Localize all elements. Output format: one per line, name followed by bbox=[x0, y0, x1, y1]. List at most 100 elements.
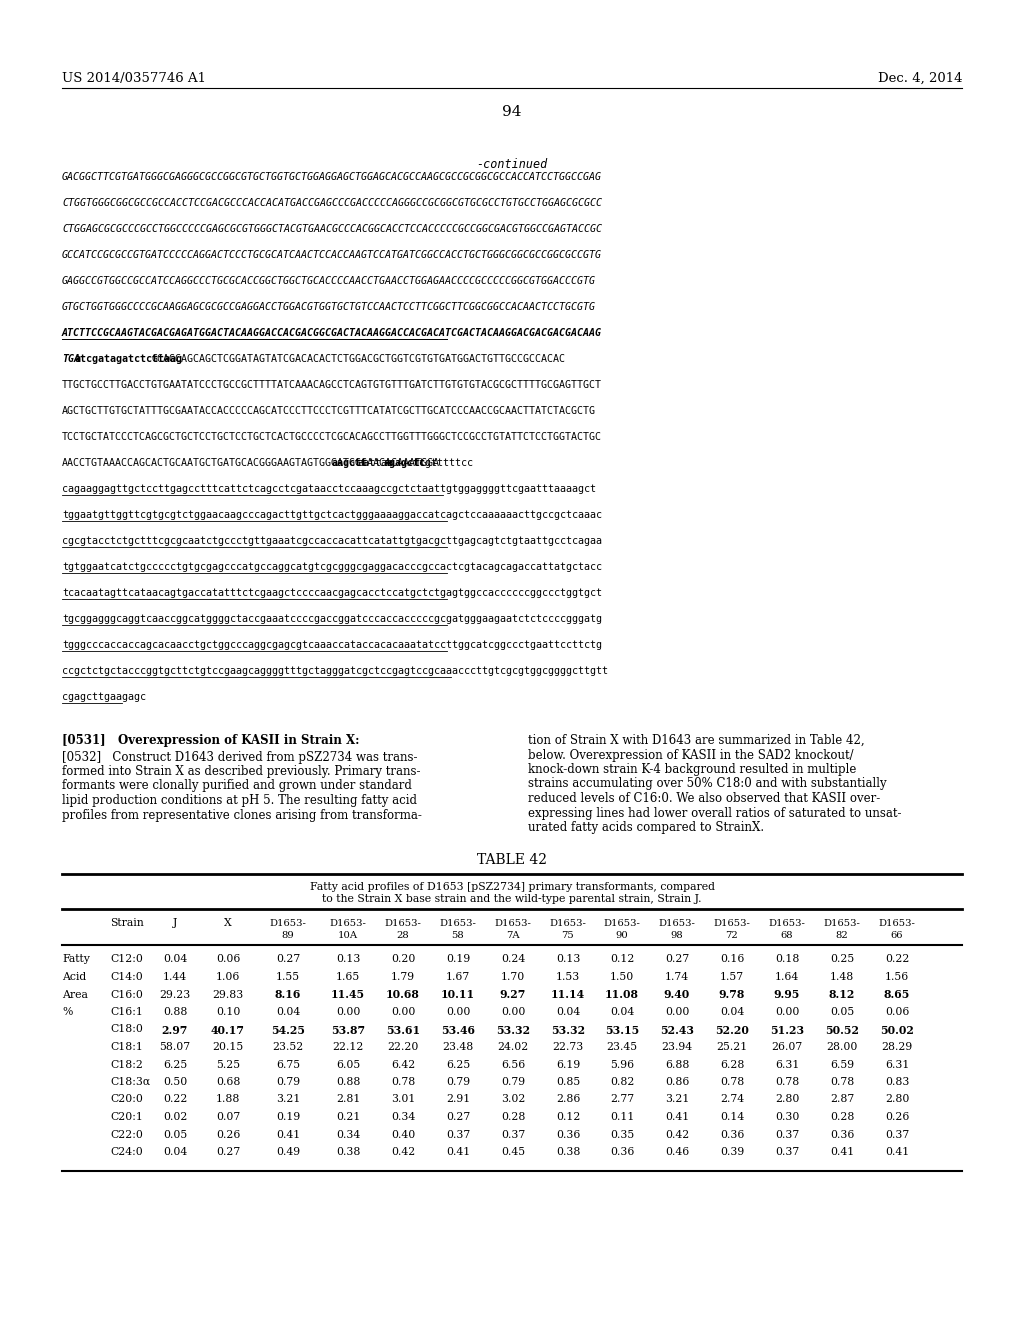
Text: 72: 72 bbox=[726, 931, 738, 940]
Text: 0.26: 0.26 bbox=[216, 1130, 241, 1139]
Text: 28.00: 28.00 bbox=[826, 1041, 858, 1052]
Text: 0.28: 0.28 bbox=[501, 1111, 525, 1122]
Text: 68: 68 bbox=[780, 931, 794, 940]
Text: 0.38: 0.38 bbox=[336, 1147, 360, 1158]
Text: 0.02: 0.02 bbox=[163, 1111, 187, 1122]
Text: 2.91: 2.91 bbox=[445, 1094, 470, 1105]
Text: US 2014/0357746 A1: US 2014/0357746 A1 bbox=[62, 73, 206, 84]
Text: C16:0: C16:0 bbox=[110, 990, 143, 999]
Text: 10.11: 10.11 bbox=[441, 990, 475, 1001]
Text: 0.41: 0.41 bbox=[275, 1130, 300, 1139]
Text: 0.86: 0.86 bbox=[665, 1077, 689, 1086]
Text: 6.25: 6.25 bbox=[445, 1060, 470, 1069]
Text: 23.52: 23.52 bbox=[272, 1041, 304, 1052]
Text: 2.77: 2.77 bbox=[610, 1094, 634, 1105]
Text: lipid production conditions at pH 5. The resulting fatty acid: lipid production conditions at pH 5. The… bbox=[62, 795, 417, 807]
Text: 29.83: 29.83 bbox=[212, 990, 244, 999]
Text: 0.88: 0.88 bbox=[163, 1007, 187, 1016]
Text: 0.34: 0.34 bbox=[336, 1130, 360, 1139]
Text: 94: 94 bbox=[502, 106, 522, 119]
Text: 0.27: 0.27 bbox=[445, 1111, 470, 1122]
Text: 53.61: 53.61 bbox=[386, 1024, 420, 1035]
Text: below. Overexpression of KASII in the SAD2 knockout/: below. Overexpression of KASII in the SA… bbox=[528, 748, 854, 762]
Text: Fatty: Fatty bbox=[62, 954, 90, 965]
Text: 0.00: 0.00 bbox=[336, 1007, 360, 1016]
Text: 23.48: 23.48 bbox=[442, 1041, 474, 1052]
Text: 0.35: 0.35 bbox=[610, 1130, 634, 1139]
Text: 25.21: 25.21 bbox=[717, 1041, 748, 1052]
Text: 1.64: 1.64 bbox=[775, 972, 799, 982]
Text: 5.96: 5.96 bbox=[610, 1060, 634, 1069]
Text: 0.04: 0.04 bbox=[556, 1007, 581, 1016]
Text: 52.20: 52.20 bbox=[715, 1024, 749, 1035]
Text: AGCTGCTTGTGCTATTTGCGAATACCACCCCCAGCATCCCTTCCCTCGTTTCATATCGCTTGCATCCCAACCGCAACTTA: AGCTGCTTGTGCTATTTGCGAATACCACCCCCAGCATCCC… bbox=[62, 407, 596, 416]
Text: strains accumulating over 50% C18:0 and with substantially: strains accumulating over 50% C18:0 and … bbox=[528, 777, 887, 791]
Text: 0.00: 0.00 bbox=[501, 1007, 525, 1016]
Text: 1.57: 1.57 bbox=[720, 972, 744, 982]
Text: 6.88: 6.88 bbox=[665, 1060, 689, 1069]
Text: 0.79: 0.79 bbox=[275, 1077, 300, 1086]
Text: 52.43: 52.43 bbox=[660, 1024, 694, 1035]
Text: 10A: 10A bbox=[338, 931, 358, 940]
Text: CTGGAGCGCGCCCGCCTGGCCCCCGAGCGCGTGGGCTACGTGAACGCCCACGGCACCTCCACCCCCGCCGGCGACGTGGC: CTGGAGCGCGCCCGCCTGGCCCCCGAGCGCGTGGGCTACG… bbox=[62, 224, 602, 234]
Text: knock-down strain K-4 background resulted in multiple: knock-down strain K-4 background resulte… bbox=[528, 763, 856, 776]
Text: 53.15: 53.15 bbox=[605, 1024, 639, 1035]
Text: [0531]   Overexpression of KASII in Strain X:: [0531] Overexpression of KASII in Strain… bbox=[62, 734, 359, 747]
Text: 75: 75 bbox=[561, 931, 574, 940]
Text: to the Strain X base strain and the wild-type parental strain, Strain J.: to the Strain X base strain and the wild… bbox=[323, 895, 701, 904]
Text: GACGGCTTCGTGATGGGCGAGGGCGCCGGCGTGCTGGTGCTGGAGGAGCTGGAGCACGCCAAGCGCCGCGGCGCCACCAT: GACGGCTTCGTGATGGGCGAGGGCGCCGGCGTGCTGGTGC… bbox=[62, 172, 602, 182]
Text: C12:0: C12:0 bbox=[110, 954, 143, 965]
Text: 28: 28 bbox=[396, 931, 410, 940]
Text: 54.25: 54.25 bbox=[271, 1024, 305, 1035]
Text: -continued: -continued bbox=[476, 158, 548, 172]
Text: D1653-: D1653- bbox=[823, 919, 860, 928]
Text: 8.12: 8.12 bbox=[828, 990, 855, 1001]
Text: 28.29: 28.29 bbox=[882, 1041, 912, 1052]
Text: 0.42: 0.42 bbox=[665, 1130, 689, 1139]
Text: 0.41: 0.41 bbox=[829, 1147, 854, 1158]
Text: 2.97: 2.97 bbox=[162, 1024, 188, 1035]
Text: 6.31: 6.31 bbox=[775, 1060, 799, 1069]
Text: 0.00: 0.00 bbox=[445, 1007, 470, 1016]
Text: 0.13: 0.13 bbox=[556, 954, 581, 965]
Text: D1653-: D1653- bbox=[879, 919, 915, 928]
Text: 0.83: 0.83 bbox=[885, 1077, 909, 1086]
Text: 0.04: 0.04 bbox=[275, 1007, 300, 1016]
Text: 7A: 7A bbox=[506, 931, 520, 940]
Text: 0.41: 0.41 bbox=[885, 1147, 909, 1158]
Text: 0.18: 0.18 bbox=[775, 954, 799, 965]
Text: 53.46: 53.46 bbox=[441, 1024, 475, 1035]
Text: C18:2: C18:2 bbox=[110, 1060, 143, 1069]
Text: 1.70: 1.70 bbox=[501, 972, 525, 982]
Text: [0532]   Construct D1643 derived from pSZ2734 was trans-: [0532] Construct D1643 derived from pSZ2… bbox=[62, 751, 418, 763]
Text: D1653-: D1653- bbox=[603, 919, 640, 928]
Text: 0.19: 0.19 bbox=[275, 1111, 300, 1122]
Text: GTGCTGGTGGGCCCCGCAAGGAGCGCGCCGAGGACCTGGACGTGGTGCTGTCCAACTCCTTCGGCTTCGGCGGCCACAAC: GTGCTGGTGGGCCCCGCAAGGAGCGCGCCGAGGACCTGGA… bbox=[62, 302, 596, 312]
Text: C18:3α: C18:3α bbox=[110, 1077, 151, 1086]
Text: 0.27: 0.27 bbox=[216, 1147, 240, 1158]
Text: 10.68: 10.68 bbox=[386, 990, 420, 1001]
Text: 0.00: 0.00 bbox=[665, 1007, 689, 1016]
Text: 1.55: 1.55 bbox=[275, 972, 300, 982]
Text: 0.34: 0.34 bbox=[391, 1111, 415, 1122]
Text: 23.45: 23.45 bbox=[606, 1041, 638, 1052]
Text: 53.32: 53.32 bbox=[551, 1024, 585, 1035]
Text: Dec. 4, 2014: Dec. 4, 2014 bbox=[878, 73, 962, 84]
Text: 0.41: 0.41 bbox=[445, 1147, 470, 1158]
Text: 0.00: 0.00 bbox=[775, 1007, 799, 1016]
Text: 0.04: 0.04 bbox=[163, 1147, 187, 1158]
Text: 6.56: 6.56 bbox=[501, 1060, 525, 1069]
Text: 6.19: 6.19 bbox=[556, 1060, 581, 1069]
Text: 0.37: 0.37 bbox=[501, 1130, 525, 1139]
Text: 22.73: 22.73 bbox=[552, 1041, 584, 1052]
Text: 0.04: 0.04 bbox=[610, 1007, 634, 1016]
Text: 1.56: 1.56 bbox=[885, 972, 909, 982]
Text: AACCTGTAAACCAGCACTGCAATGCTGATGCACGGGAAGTAGTGGGATGGGAACACAAATGGA: AACCTGTAAACCAGCACTGCAATGCTGATGCACGGGAAGT… bbox=[62, 458, 440, 469]
Text: 3.21: 3.21 bbox=[275, 1094, 300, 1105]
Text: 51.23: 51.23 bbox=[770, 1024, 804, 1035]
Text: 2.81: 2.81 bbox=[336, 1094, 360, 1105]
Text: Area: Area bbox=[62, 990, 88, 999]
Text: J: J bbox=[173, 919, 177, 928]
Text: 1.44: 1.44 bbox=[163, 972, 187, 982]
Text: 0.78: 0.78 bbox=[775, 1077, 799, 1086]
